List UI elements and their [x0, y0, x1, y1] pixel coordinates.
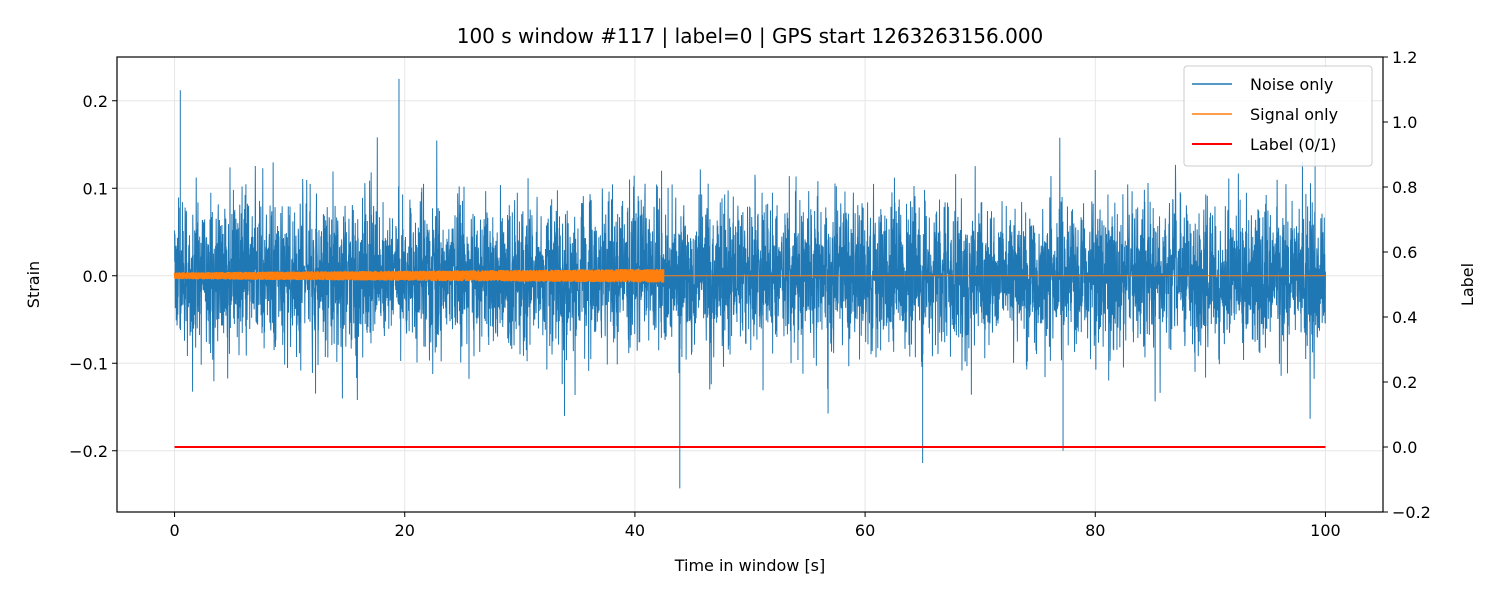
- y-tick-label: −0.2: [69, 442, 108, 461]
- legend-label-signal: Signal only: [1250, 105, 1338, 124]
- chart-title: 100 s window #117 | label=0 | GPS start …: [457, 24, 1044, 48]
- y-axis-left: −0.2 −0.1 0.0 0.1 0.2: [69, 92, 117, 461]
- plot-frame: [116, 56, 1384, 513]
- legend: Noise only Signal only Label (0/1): [1183, 65, 1373, 167]
- y2-tick-label: 1.0: [1392, 113, 1417, 132]
- legend-box: [1183, 65, 1373, 167]
- signal-line-active: [173, 268, 665, 283]
- noise-series: [174, 78, 1326, 489]
- y-tick-label: 0.0: [83, 267, 108, 286]
- x-axis-title: Time in window [s]: [674, 556, 826, 575]
- x-tick-label: 40: [625, 521, 645, 540]
- y2-tick-label: −0.2: [1392, 503, 1431, 522]
- signal-series: [173, 268, 1326, 283]
- y2-tick-label: 0.4: [1392, 308, 1417, 327]
- y-axis-title: Strain: [24, 261, 43, 308]
- y2-tick-label: 1.2: [1392, 48, 1417, 67]
- x-tick-label: 60: [855, 521, 875, 540]
- y-axis-right: −0.2 0.0 0.2 0.4 0.6 0.8 1.0 1.2: [1383, 48, 1431, 522]
- legend-label-noise: Noise only: [1250, 75, 1333, 94]
- y-tick-label: −0.1: [69, 354, 108, 373]
- y2-tick-label: 0.8: [1392, 178, 1417, 197]
- noise-line: [174, 137, 1326, 419]
- x-tick-label: 100: [1310, 521, 1341, 540]
- y2-tick-label: 0.0: [1392, 438, 1417, 457]
- legend-label-label: Label (0/1): [1250, 135, 1336, 154]
- y-tick-label: 0.2: [83, 92, 108, 111]
- y2-axis-title: Label: [1458, 263, 1477, 306]
- y-tick-label: 0.1: [83, 179, 108, 198]
- x-tick-label: 80: [1085, 521, 1105, 540]
- y2-tick-label: 0.2: [1392, 373, 1417, 392]
- x-tick-label: 20: [395, 521, 415, 540]
- x-tick-label: 0: [169, 521, 179, 540]
- y2-tick-label: 0.6: [1392, 243, 1417, 262]
- x-axis: 0 20 40 60 80 100: [169, 512, 1341, 540]
